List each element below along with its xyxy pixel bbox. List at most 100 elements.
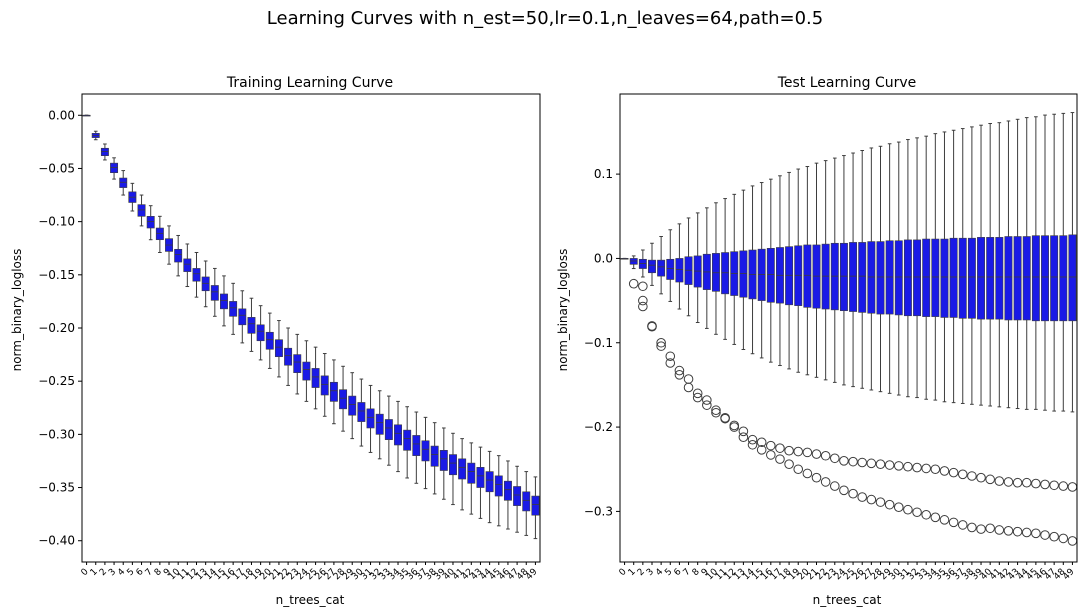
outlier-point — [1012, 477, 1023, 488]
box-24 — [839, 242, 848, 312]
outlier-point — [939, 466, 950, 476]
outlier-point — [665, 358, 676, 368]
box-16 — [766, 248, 775, 303]
test-xlabel: n_trees_cat — [813, 593, 882, 607]
xtick-label: 49 — [524, 567, 539, 582]
ytick-label: −0.35 — [38, 481, 75, 495]
outlier-point — [665, 351, 676, 362]
outlier-point — [656, 337, 666, 348]
ytick-label: −0.3 — [584, 504, 613, 518]
outlier-point — [967, 522, 977, 533]
training-xlabel: n_trees_cat — [276, 593, 345, 607]
outlier-point — [1012, 526, 1023, 537]
xtick-label: 5 — [663, 567, 674, 578]
box-28 — [339, 389, 348, 410]
outlier-point — [638, 301, 648, 312]
box-3 — [110, 162, 119, 174]
outlier-point — [967, 471, 977, 481]
training-panel: Training Learning Curve n_trees_cat norm… — [10, 75, 541, 607]
box-21 — [274, 339, 283, 358]
outlier-point — [839, 485, 849, 496]
outlier-point — [738, 432, 749, 443]
ytick-label: 0.00 — [48, 108, 75, 122]
outlier-point — [884, 460, 895, 470]
xtick-label: 9 — [162, 567, 173, 578]
outlier-point — [903, 461, 913, 472]
box-37 — [421, 440, 430, 462]
outlier-point — [948, 467, 959, 478]
box-42 — [1004, 236, 1013, 321]
outlier-point — [912, 507, 922, 518]
box-37 — [958, 237, 967, 319]
box-14 — [210, 285, 219, 301]
box-27 — [329, 381, 338, 402]
box-13 — [201, 276, 210, 292]
box-34 — [931, 238, 940, 317]
test-plot-area: 0.10.0−0.1−0.2−0.30123456789101112131415… — [584, 93, 1078, 582]
box-13 — [739, 250, 748, 298]
ytick-label: −0.20 — [38, 321, 75, 335]
test-title: Test Learning Curve — [777, 75, 917, 91]
outlier-point — [802, 468, 813, 479]
outlier-point — [1003, 526, 1014, 536]
outlier-point — [1049, 480, 1059, 491]
box-24 — [302, 361, 311, 381]
outlier-point — [793, 464, 804, 475]
box-36 — [949, 237, 958, 318]
outlier-point — [766, 450, 776, 460]
xtick-label: 6 — [135, 567, 146, 578]
box-44 — [485, 471, 494, 493]
outlier-point — [720, 413, 730, 423]
outlier-point — [976, 472, 986, 483]
ytick-label: 0.1 — [594, 167, 613, 181]
outlier-point — [994, 476, 1005, 486]
training-plot-area: 0.00 −0.05 −0.10 −0.15 −0.20 −0.25 −0.30 −0.35 −… — [38, 93, 541, 582]
axes-frame — [619, 93, 1078, 563]
box-7 — [684, 256, 693, 285]
box-47 — [513, 486, 522, 506]
box-26 — [858, 242, 867, 313]
xtick-label: 9 — [700, 567, 711, 578]
outlier-point — [1040, 530, 1050, 540]
outlier-point — [857, 492, 868, 502]
outlier-point — [638, 281, 648, 292]
ytick-label: −0.30 — [38, 427, 75, 441]
ytick-label: −0.2 — [584, 420, 613, 434]
outlier-point — [875, 497, 886, 507]
box-2 — [638, 258, 647, 269]
outlier-point — [994, 525, 1005, 535]
outlier-point — [756, 445, 767, 455]
box-10 — [712, 253, 720, 292]
box-44 — [1022, 236, 1031, 321]
outlier-point — [702, 400, 712, 410]
outlier-point — [775, 454, 785, 464]
ytick-label: 0.0 — [594, 251, 613, 265]
outlier-point — [784, 459, 794, 469]
outlier-point — [1031, 478, 1041, 489]
figure-title: Learning Curves with n_est=50,lr=0.1,n_l… — [267, 8, 823, 29]
outlier-point — [784, 445, 794, 456]
box-42 — [467, 462, 476, 484]
box-33 — [384, 419, 393, 440]
box-11 — [721, 252, 730, 295]
box-15 — [757, 248, 766, 301]
outlier-point — [1031, 528, 1041, 539]
xtick-label: 5 — [125, 567, 136, 578]
box-48 — [522, 491, 531, 512]
box-35 — [403, 429, 412, 451]
outlier-point — [976, 524, 986, 534]
test-ylabel: norm_binary_logloss — [556, 249, 570, 372]
outlier-point — [1058, 533, 1069, 544]
box-48 — [1059, 235, 1068, 322]
outlier-point — [692, 388, 703, 399]
box-47 — [1050, 235, 1059, 322]
outlier-point — [729, 422, 740, 432]
box-32 — [913, 239, 922, 317]
box-16 — [229, 301, 238, 317]
box-46 — [503, 480, 512, 501]
box-31 — [366, 408, 375, 429]
xtick-label: 8 — [691, 567, 702, 578]
outlier-point — [766, 440, 776, 451]
outlier-point — [866, 458, 877, 469]
outlier-point — [683, 374, 694, 384]
